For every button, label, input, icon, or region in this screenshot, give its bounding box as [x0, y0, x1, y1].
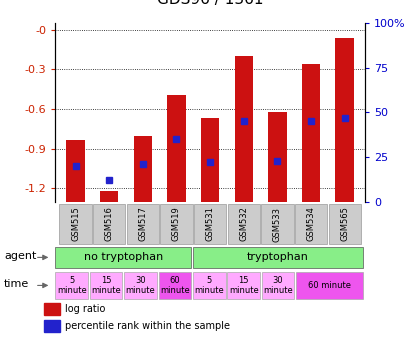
Bar [158, 272, 191, 299]
Text: log ratio: log ratio [65, 305, 106, 315]
Bar [193, 272, 225, 299]
Text: 5
minute: 5 minute [57, 276, 86, 295]
Bar [267, 112, 286, 202]
Bar [55, 247, 191, 268]
Bar [126, 204, 159, 244]
Bar [301, 64, 319, 202]
Text: 60
minute: 60 minute [160, 276, 189, 295]
Text: percentile rank within the sample: percentile rank within the sample [65, 321, 230, 331]
Text: 5
minute: 5 minute [194, 276, 224, 295]
Text: agent: agent [4, 251, 36, 261]
Bar [90, 272, 122, 299]
Text: 15
minute: 15 minute [91, 276, 121, 295]
Text: tryptophan: tryptophan [247, 252, 308, 262]
Text: GSM517: GSM517 [138, 207, 147, 241]
Bar [133, 136, 152, 202]
Bar [227, 272, 259, 299]
Bar [59, 204, 92, 244]
Text: GSM534: GSM534 [306, 207, 315, 241]
Bar [261, 204, 293, 244]
Text: GSM516: GSM516 [104, 207, 113, 241]
Bar [100, 191, 118, 202]
Text: GSM519: GSM519 [171, 207, 180, 241]
Bar [234, 56, 252, 202]
Bar [335, 38, 353, 202]
Text: GSM515: GSM515 [71, 207, 80, 241]
Bar [328, 204, 360, 244]
Text: 30
minute: 30 minute [263, 276, 292, 295]
Bar [261, 272, 294, 299]
Text: time: time [4, 279, 29, 289]
Bar [124, 272, 157, 299]
Text: GDS96 / 1361: GDS96 / 1361 [157, 0, 263, 7]
Bar [45, 320, 60, 332]
Bar [160, 204, 192, 244]
Text: no tryptophan: no tryptophan [83, 252, 162, 262]
Text: GSM565: GSM565 [339, 207, 348, 241]
Bar [66, 140, 85, 202]
Bar [93, 204, 125, 244]
Bar [193, 247, 362, 268]
Bar [55, 272, 88, 299]
Bar [193, 204, 226, 244]
Bar [227, 204, 259, 244]
Text: 30
minute: 30 minute [125, 276, 155, 295]
Bar [200, 119, 219, 202]
Text: 60 minute: 60 minute [308, 281, 351, 290]
Text: 15
minute: 15 minute [228, 276, 258, 295]
Bar [45, 303, 60, 315]
Bar [295, 272, 362, 299]
Bar [167, 95, 185, 202]
Text: GSM531: GSM531 [205, 207, 214, 241]
Bar [294, 204, 326, 244]
Text: GSM533: GSM533 [272, 206, 281, 242]
Text: GSM532: GSM532 [239, 207, 248, 241]
